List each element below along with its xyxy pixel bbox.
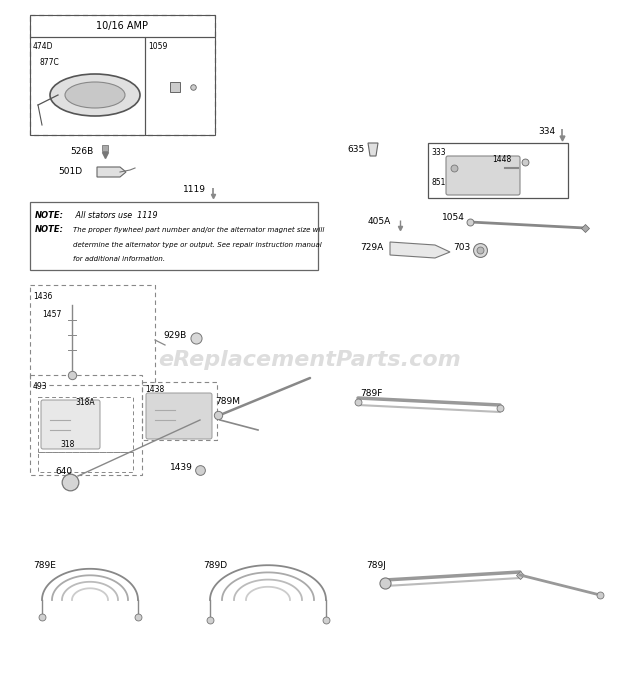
- Polygon shape: [368, 143, 378, 156]
- Text: 1448: 1448: [492, 155, 512, 164]
- Text: 929B: 929B: [163, 331, 186, 340]
- Ellipse shape: [65, 82, 125, 108]
- Text: The proper flywheel part number and/or the alternator magnet size will: The proper flywheel part number and/or t…: [73, 227, 324, 233]
- FancyBboxPatch shape: [41, 400, 100, 449]
- Text: 635: 635: [347, 146, 365, 155]
- Bar: [428, 143, 568, 198]
- Bar: [38, 397, 133, 452]
- Text: determine the alternator type or output. See repair instruction manual: determine the alternator type or output.…: [73, 242, 322, 248]
- Bar: [142, 382, 217, 440]
- Text: NOTE:: NOTE:: [35, 211, 64, 220]
- Bar: [38, 452, 133, 472]
- Text: 1457: 1457: [42, 310, 61, 319]
- Text: 405A: 405A: [368, 218, 391, 227]
- Bar: [30, 15, 215, 135]
- Text: 501D: 501D: [58, 168, 82, 177]
- Bar: [30, 285, 155, 385]
- Ellipse shape: [50, 74, 140, 116]
- Text: 877C: 877C: [40, 58, 60, 67]
- Text: 729A: 729A: [360, 243, 383, 252]
- Text: 640: 640: [55, 468, 72, 477]
- Text: 789J: 789J: [366, 561, 386, 570]
- Text: 1119: 1119: [183, 186, 206, 195]
- Text: 1436: 1436: [33, 292, 52, 301]
- Text: 1059: 1059: [148, 42, 167, 51]
- Text: 789D: 789D: [203, 561, 227, 570]
- Text: for additional information.: for additional information.: [73, 256, 165, 262]
- FancyBboxPatch shape: [146, 393, 212, 439]
- FancyBboxPatch shape: [446, 156, 520, 195]
- Text: 318: 318: [60, 440, 74, 449]
- Text: 789E: 789E: [33, 561, 56, 570]
- Text: All stators use  1119: All stators use 1119: [73, 211, 157, 220]
- Bar: [30, 202, 318, 270]
- Text: 318A: 318A: [75, 398, 95, 407]
- Text: 851: 851: [432, 178, 446, 187]
- Text: eReplacementParts.com: eReplacementParts.com: [159, 351, 461, 370]
- Text: 493: 493: [33, 382, 48, 391]
- Text: 526B: 526B: [70, 148, 93, 157]
- Bar: [30, 37, 145, 135]
- Text: 334: 334: [538, 127, 555, 136]
- Text: 789F: 789F: [360, 389, 383, 398]
- Bar: [145, 37, 215, 135]
- Text: 1054: 1054: [442, 213, 465, 222]
- Bar: [30, 375, 142, 475]
- Text: 333: 333: [431, 148, 446, 157]
- Text: 1438: 1438: [145, 385, 164, 394]
- Text: 703: 703: [453, 243, 470, 252]
- Text: 789M: 789M: [215, 398, 240, 407]
- Text: NOTE:: NOTE:: [35, 225, 64, 234]
- Bar: [30, 15, 215, 37]
- Text: 1439: 1439: [170, 464, 193, 473]
- Text: 10/16 AMP: 10/16 AMP: [97, 21, 149, 31]
- Polygon shape: [97, 167, 126, 177]
- Polygon shape: [390, 242, 450, 258]
- Text: 474D: 474D: [33, 42, 53, 51]
